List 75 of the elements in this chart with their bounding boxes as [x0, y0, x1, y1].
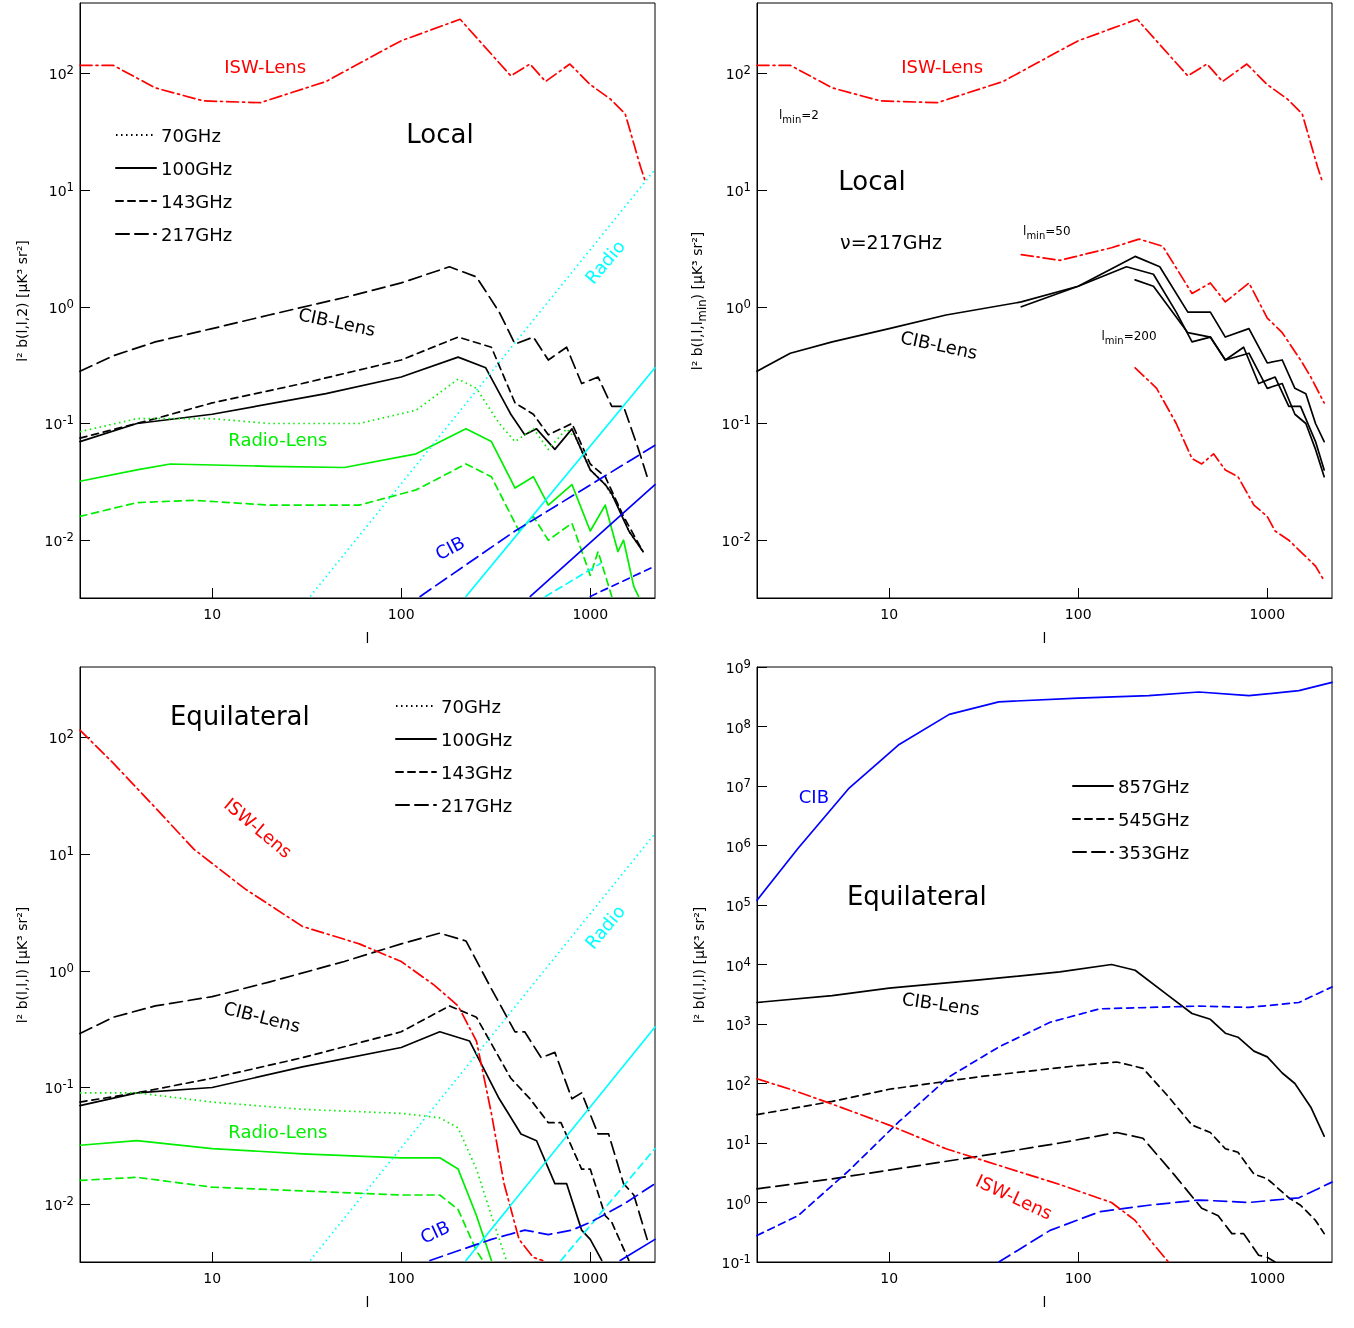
- annotation: Radio-Lens: [228, 1121, 328, 1144]
- y-tick-label: 10$^{8}$: [725, 716, 751, 737]
- y-tick-label: 10$^{-1}$: [721, 1251, 751, 1273]
- annotation: CIB-Lens: [221, 996, 303, 1037]
- y-tick-label: 10$^{2}$: [725, 63, 751, 84]
- y-tick-label: 10$^{1}$: [48, 179, 74, 201]
- legend-label: 857GHz: [1118, 775, 1190, 797]
- legend-label: 70GHz: [161, 124, 221, 146]
- y-tick-label: 10$^{-2}$: [44, 529, 74, 551]
- y-tick-label: 10$^{0}$: [725, 296, 751, 317]
- x-tick-label: 100: [1064, 1270, 1092, 1287]
- annotation: ν=217GHz: [840, 230, 942, 254]
- y-tick-label: 10$^{6}$: [725, 835, 751, 856]
- legend-label: 217GHz: [441, 794, 513, 816]
- annotation: CIB-Lens: [898, 326, 980, 364]
- y-tick-label: 10$^{-1}$: [44, 413, 74, 434]
- y-tick-label: 10$^{1}$: [725, 179, 751, 201]
- annotation: l$_{min}$=200: [1101, 329, 1157, 347]
- y-tick-label: 10$^{7}$: [725, 775, 751, 797]
- y-tick-label: 10$^{5}$: [725, 894, 751, 916]
- y-tick-label: 10$^{1}$: [48, 843, 74, 865]
- y-tick-label: 10$^{0}$: [725, 1192, 751, 1213]
- y-tick-label: 10$^{2}$: [48, 727, 74, 748]
- legend-label: 70GHz: [441, 695, 501, 717]
- x-tick-label: 1000: [572, 1270, 609, 1287]
- annotation: Local: [406, 119, 474, 151]
- x-tick-label: 1000: [1249, 1270, 1286, 1287]
- y-tick-label: 10$^{0}$: [48, 960, 74, 981]
- x-tick-label: 1000: [1249, 606, 1286, 623]
- y-axis-title: l² b(l,l,l) [μK³ sr²]: [13, 906, 31, 1023]
- x-tick-label: 1000: [572, 606, 609, 623]
- x-axis-title: l: [1042, 1294, 1047, 1311]
- annotation: Equilateral: [169, 701, 310, 733]
- y-tick-label: 10$^{-1}$: [44, 1077, 74, 1098]
- y-tick-label: 10$^{2}$: [48, 63, 74, 84]
- annotation: l$_{min}$=2: [779, 108, 819, 126]
- y-axis-title: l² b(l,l,l) [μK³ sr²]: [690, 906, 708, 1023]
- annotation: ISW-Lens: [224, 56, 307, 79]
- legend-label: 100GHz: [441, 728, 513, 750]
- x-tick-label: 10: [880, 606, 899, 623]
- legend-label: 545GHz: [1118, 808, 1190, 830]
- x-tick-label: 10: [203, 606, 222, 623]
- y-tick-label: 10$^{2}$: [725, 1073, 751, 1094]
- y-tick-label: 10$^{4}$: [725, 954, 751, 975]
- x-axis-title: l: [1042, 630, 1047, 647]
- legend-label: 353GHz: [1118, 841, 1190, 863]
- annotation: CIB: [416, 1216, 454, 1249]
- legend-label: 217GHz: [161, 223, 233, 245]
- y-tick-label: 10$^{-1}$: [721, 413, 751, 434]
- y-tick-label: 10$^{9}$: [725, 656, 751, 678]
- annotation: CIB: [431, 531, 469, 565]
- x-tick-label: 100: [387, 1270, 415, 1287]
- x-tick-label: 10: [203, 1270, 222, 1287]
- y-tick-label: 10$^{3}$: [725, 1013, 751, 1035]
- x-axis-title: l: [365, 1294, 370, 1311]
- x-tick-label: 100: [1064, 606, 1092, 623]
- y-axis-title: l² b(l,l,2) [μK³ sr²]: [13, 239, 31, 362]
- y-tick-label: 10$^{-2}$: [44, 1193, 74, 1215]
- annotation: Radio-Lens: [228, 428, 328, 451]
- annotation: Equilateral: [846, 881, 987, 913]
- legend-label: 143GHz: [161, 190, 233, 212]
- annotation: CIB: [798, 785, 830, 808]
- y-tick-label: 10$^{0}$: [48, 296, 74, 317]
- legend-label: 143GHz: [441, 761, 513, 783]
- annotation: ISW-Lens: [901, 56, 984, 79]
- legend-label: 100GHz: [161, 157, 233, 179]
- annotation: CIB-Lens: [900, 987, 982, 1020]
- annotation: CIB-Lens: [296, 303, 378, 341]
- y-tick-label: 10$^{-2}$: [721, 529, 751, 551]
- annotation: l$_{min}$=50: [1023, 224, 1071, 242]
- x-tick-label: 10: [880, 1270, 899, 1287]
- x-tick-label: 100: [387, 606, 415, 623]
- annotation: Local: [838, 165, 906, 198]
- x-axis-title: l: [365, 630, 370, 647]
- y-tick-label: 10$^{1}$: [725, 1132, 751, 1154]
